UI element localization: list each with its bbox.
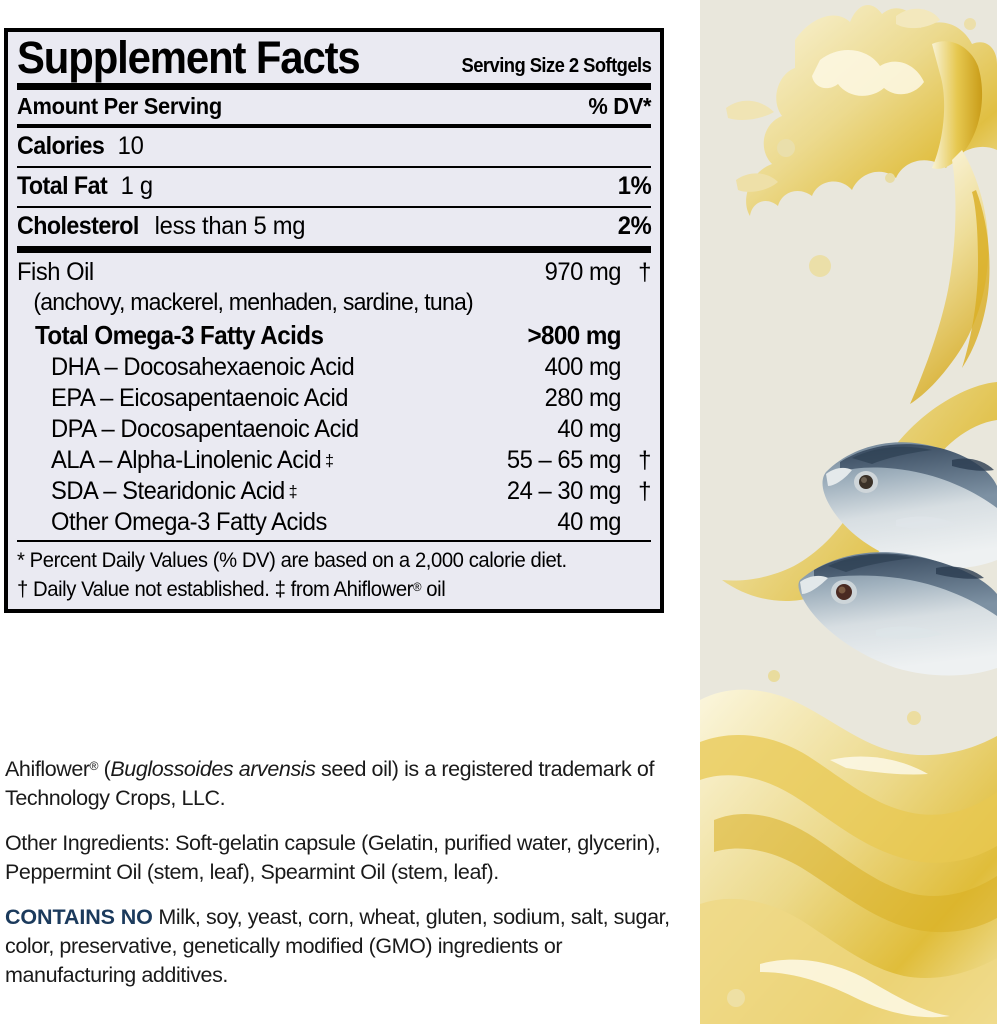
- total-omega-name: Total Omega-3 Fatty Acids: [35, 320, 324, 350]
- mackerel-fish-lower: [798, 552, 997, 676]
- trademark-paragraph: Ahiflower® (Buglossoides arvensis seed o…: [5, 757, 655, 810]
- oil-stream-3: [700, 898, 997, 1024]
- omega-item-amount: 55 – 65 mg: [506, 446, 622, 474]
- oil-droplet: [964, 18, 976, 30]
- omega-ingredient-block: Fish Oil 970 mg † (anchovy, mackerel, me…: [17, 253, 652, 540]
- oil-highlight-mid: [830, 756, 928, 775]
- nutrient-value: less than 5 mg: [154, 212, 306, 240]
- product-image-panel: [700, 0, 997, 1024]
- amount-per-serving-row: Amount Per Serving % DV*: [17, 90, 651, 124]
- oil-highlight-lower: [760, 959, 950, 1018]
- label-column: Supplement Facts Serving Size 2 Softgels…: [4, 28, 671, 990]
- omega-item-dv: †: [638, 447, 651, 474]
- species-name: Buglossoides arvensis: [110, 757, 316, 781]
- omega-item-name: DHA – Docosahexaenoic Acid: [51, 353, 355, 381]
- ingredient-text-block: Ahiflower® (Buglossoides arvensis seed o…: [5, 752, 670, 990]
- omega-item-name: ALA – Alpha-Linolenic Acid: [51, 446, 322, 474]
- fish-oil-name: Fish Oil: [17, 258, 94, 286]
- amount-per-serving-label: Amount Per Serving: [17, 93, 222, 119]
- omega-item-amount: 400 mg: [544, 353, 622, 381]
- supplement-facts-panel: Supplement Facts Serving Size 2 Softgels…: [4, 28, 664, 613]
- divider-cholesterol: [17, 246, 651, 253]
- oil-highlight-top: [812, 49, 924, 96]
- fish-oil-sources: (anchovy, mackerel, menhaden, sardine, t…: [33, 289, 473, 316]
- registered-icon: ®: [412, 580, 422, 594]
- oil-droplet-arm-left2: [736, 173, 778, 192]
- mackerel-fish-upper: [822, 442, 997, 569]
- oil-droplet-arm-top: [896, 8, 940, 29]
- omega-item-amount: 40 mg: [557, 508, 621, 536]
- oil-stream-1: [700, 734, 997, 863]
- oil-splash-top: [746, 4, 997, 216]
- oil-band-right-top: [932, 41, 983, 169]
- page-title: Supplement Facts: [17, 32, 361, 83]
- omega-item-name: Other Omega-3 Fatty Acids: [51, 508, 327, 536]
- footnote-dagger: † Daily Value not established. ‡ from Ah…: [17, 578, 446, 601]
- oil-droplet: [768, 670, 780, 682]
- oil-ribbon-right: [910, 150, 989, 404]
- list-item: DHA – Docosahexaenoic Acid 400 mg: [17, 352, 651, 383]
- table-row: Cholesterol less than 5 mg 2%: [17, 208, 651, 246]
- dv-header: % DV*: [588, 93, 651, 119]
- nutrient-name: Total Fat: [17, 172, 108, 200]
- omega-item-name: SDA – Stearidonic Acid: [51, 477, 285, 505]
- omega-item-name: EPA – Eicosapentaenoic Acid: [51, 384, 349, 412]
- nutrient-value: 10: [117, 132, 144, 160]
- omega-item-name: DPA – Docosapentaenoic Acid: [51, 415, 359, 443]
- omega-item-mark: [359, 420, 363, 439]
- table-row: Calories 10: [17, 128, 651, 166]
- oil-droplet: [809, 255, 831, 277]
- list-item: DPA – Docosapentaenoic Acid 40 mg: [17, 414, 651, 445]
- divider-amount: [17, 124, 651, 128]
- list-item: Other Omega-3 Fatty Acids 40 mg: [17, 507, 651, 538]
- list-item: ALA – Alpha-Linolenic Acid ‡ 55 – 65 mg †: [17, 445, 652, 476]
- omega-item-amount: 280 mg: [544, 384, 622, 412]
- oil-droplet: [907, 711, 921, 725]
- omega-item-mark: ‡: [288, 482, 298, 501]
- oil-droplet: [885, 173, 895, 183]
- omega-item-mark: [354, 358, 358, 377]
- contains-no-label: CONTAINS NO: [5, 905, 153, 929]
- oil-splash-illustration: [700, 0, 997, 1024]
- omega-item-dv: †: [638, 478, 651, 505]
- footnotes: * Percent Daily Values (% DV) are based …: [17, 542, 651, 609]
- serving-size: Serving Size 2 Softgels: [461, 55, 651, 77]
- divider-title: [17, 83, 651, 90]
- oil-droplet: [727, 989, 745, 1007]
- nutrient-name: Cholesterol: [17, 212, 139, 240]
- total-omega-amount: >800 mg: [527, 320, 621, 350]
- nutrient-name: Calories: [17, 132, 105, 160]
- contains-no-text: Milk, soy, yeast, corn, wheat, gluten, s…: [5, 905, 670, 987]
- nutrient-pct: 2%: [617, 212, 651, 240]
- list-item: Fish Oil 970 mg †: [17, 257, 652, 288]
- divider-total-fat: [17, 206, 651, 208]
- contains-no-paragraph: CONTAINS NO Milk, soy, yeast, corn, whea…: [5, 903, 670, 990]
- oil-ribbon-right-shade: [962, 190, 990, 368]
- list-item: SDA – Stearidonic Acid ‡ 24 – 30 mg †: [17, 476, 652, 507]
- oil-droplet: [777, 139, 795, 157]
- nutrient-value: 1 g: [120, 172, 153, 200]
- omega-item-mark: [348, 389, 352, 408]
- fish-oil-amount: 970 mg: [544, 258, 622, 286]
- oil-stream-2: [714, 813, 997, 933]
- nutrient-pct: 1%: [617, 172, 651, 200]
- table-row: Total Fat 1 g 1%: [17, 168, 651, 206]
- registered-icon: ®: [89, 759, 99, 773]
- divider-footnotes: [17, 540, 651, 542]
- oil-droplet-arm-left: [726, 100, 774, 120]
- list-item: Total Omega-3 Fatty Acids >800 mg: [17, 318, 651, 352]
- footnote-dv-basis: * Percent Daily Values (% DV) are based …: [17, 549, 567, 572]
- omega-item-amount: 40 mg: [557, 415, 621, 443]
- label-header: Supplement Facts Serving Size 2 Softgels: [17, 32, 652, 83]
- fish-oil-dv: †: [638, 259, 651, 286]
- divider-calories: [17, 166, 651, 168]
- omega-item-mark: ‡: [325, 451, 335, 470]
- omega-item-amount: 24 – 30 mg: [506, 477, 622, 505]
- omega-item-mark: [327, 513, 331, 532]
- other-ingredients-paragraph: Other Ingredients: Soft-gelatin capsule …: [5, 831, 661, 884]
- list-item: EPA – Eicosapentaenoic Acid 280 mg: [17, 383, 651, 414]
